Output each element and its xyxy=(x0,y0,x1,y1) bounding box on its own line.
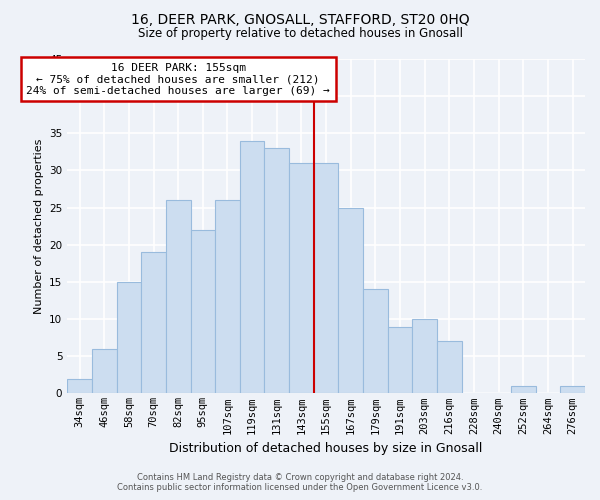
Bar xyxy=(116,282,141,394)
Text: Size of property relative to detached houses in Gnosall: Size of property relative to detached ho… xyxy=(137,28,463,40)
Text: 16 DEER PARK: 155sqm
← 75% of detached houses are smaller (212)
24% of semi-deta: 16 DEER PARK: 155sqm ← 75% of detached h… xyxy=(26,62,330,96)
Bar xyxy=(363,290,388,394)
Bar xyxy=(67,378,92,394)
Bar xyxy=(412,319,437,394)
Y-axis label: Number of detached properties: Number of detached properties xyxy=(34,138,44,314)
Bar xyxy=(215,200,240,394)
Bar xyxy=(92,349,116,394)
Bar xyxy=(388,326,412,394)
Bar xyxy=(437,342,462,394)
Bar xyxy=(338,208,363,394)
Bar xyxy=(314,163,338,394)
Text: Contains HM Land Registry data © Crown copyright and database right 2024.
Contai: Contains HM Land Registry data © Crown c… xyxy=(118,473,482,492)
Bar xyxy=(166,200,191,394)
Bar xyxy=(240,140,265,394)
Bar xyxy=(141,252,166,394)
Bar xyxy=(511,386,536,394)
Text: 16, DEER PARK, GNOSALL, STAFFORD, ST20 0HQ: 16, DEER PARK, GNOSALL, STAFFORD, ST20 0… xyxy=(131,12,469,26)
Bar xyxy=(560,386,585,394)
Bar xyxy=(289,163,314,394)
Bar xyxy=(265,148,289,394)
Bar xyxy=(191,230,215,394)
X-axis label: Distribution of detached houses by size in Gnosall: Distribution of detached houses by size … xyxy=(169,442,483,455)
